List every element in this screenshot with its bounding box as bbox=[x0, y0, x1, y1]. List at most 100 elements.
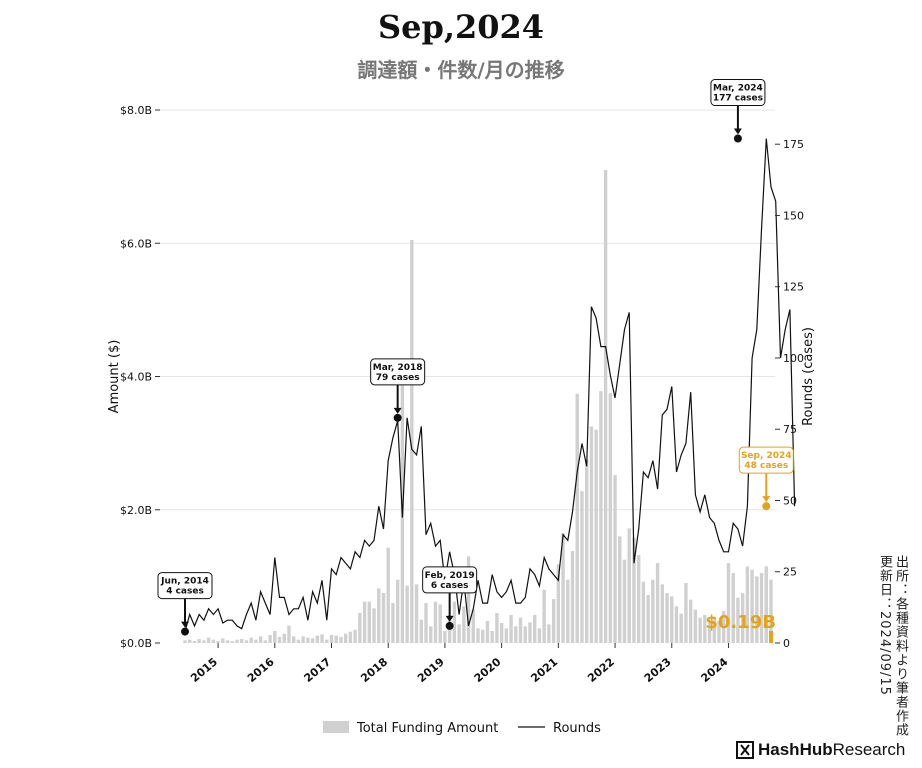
brand-name-rest: Research bbox=[832, 740, 906, 759]
funding-bar bbox=[230, 641, 234, 643]
funding-bar bbox=[698, 617, 702, 643]
funding-bar bbox=[575, 393, 579, 643]
funding-bar bbox=[306, 637, 310, 643]
funding-bar bbox=[235, 639, 239, 643]
funding-bar bbox=[688, 599, 693, 643]
funding-bar bbox=[759, 573, 764, 643]
funding-bar bbox=[258, 636, 263, 643]
annotation-date: Jun, 2014 bbox=[160, 577, 209, 587]
funding-bar bbox=[556, 564, 561, 643]
funding-bar bbox=[244, 640, 249, 643]
funding-bar bbox=[670, 596, 674, 643]
funding-bar bbox=[334, 635, 338, 643]
funding-bar bbox=[339, 637, 343, 643]
funding-bar bbox=[240, 639, 244, 643]
brand-name-bold: HashHub bbox=[758, 740, 833, 759]
funding-bar bbox=[372, 608, 376, 643]
y-right-tick-label: 150 bbox=[783, 209, 804, 222]
funding-bar bbox=[348, 631, 353, 643]
funding-bar bbox=[636, 555, 641, 643]
funding-bar bbox=[599, 391, 603, 643]
funding-bar bbox=[712, 617, 716, 643]
funding-bar bbox=[580, 491, 584, 643]
funding-bar bbox=[476, 628, 480, 643]
funding-bar bbox=[211, 639, 216, 643]
y-left-tick-label: $8.0B bbox=[120, 104, 152, 117]
annotation-date: Mar, 2024 bbox=[713, 84, 763, 94]
funding-bar bbox=[377, 588, 381, 643]
funding-bar bbox=[518, 617, 523, 643]
funding-bar bbox=[485, 621, 490, 643]
funding-bar bbox=[325, 639, 329, 643]
y-right-tick-label: 125 bbox=[783, 281, 804, 294]
funding-bar bbox=[566, 579, 570, 643]
funding-bar bbox=[655, 563, 660, 643]
funding-bar bbox=[722, 611, 726, 643]
funding-bar bbox=[277, 637, 282, 643]
latest-amount-label: $0.19B bbox=[705, 612, 776, 633]
funding-bar bbox=[462, 606, 466, 643]
funding-bar bbox=[707, 623, 712, 643]
hashhub-logo-icon bbox=[736, 741, 754, 759]
funding-bar bbox=[504, 628, 509, 643]
annotation-arrowhead bbox=[733, 128, 742, 135]
annotation-marker bbox=[733, 134, 742, 143]
funding-bar bbox=[745, 566, 750, 643]
funding-bar bbox=[499, 623, 504, 643]
annotation-cases: 177 cases bbox=[713, 94, 763, 104]
annotation-arrowhead bbox=[762, 496, 771, 503]
grid-lines bbox=[160, 109, 775, 511]
x-tick-label: 2021 bbox=[528, 655, 560, 685]
funding-bar bbox=[405, 585, 409, 643]
page-subtitle: 調達額・件数/月の推移 bbox=[357, 58, 565, 82]
funding-bar bbox=[457, 624, 461, 643]
annotation-cases: 48 cases bbox=[744, 461, 788, 471]
brand-logo: HashHubResearch bbox=[736, 740, 905, 760]
x-tick-label: 2017 bbox=[302, 655, 334, 685]
funding-bar bbox=[509, 615, 513, 643]
funding-bar bbox=[268, 635, 272, 643]
funding-bar bbox=[225, 640, 230, 643]
funding-bar bbox=[452, 601, 457, 643]
funding-bar bbox=[608, 393, 613, 643]
funding-bar bbox=[693, 609, 698, 643]
annotation-box bbox=[422, 566, 478, 594]
y-right-tick-label: 175 bbox=[783, 138, 804, 151]
funding-bar bbox=[490, 631, 494, 643]
funding-bar bbox=[594, 429, 598, 643]
annotation-box bbox=[370, 358, 426, 386]
funding-bar bbox=[296, 639, 301, 643]
x-tick-label: 2019 bbox=[415, 655, 447, 685]
annotation-marker bbox=[762, 502, 771, 511]
funding-bar bbox=[429, 626, 433, 643]
funding-bar bbox=[433, 601, 438, 643]
funding-bar bbox=[424, 603, 428, 643]
funding-bar bbox=[410, 239, 414, 643]
y-right-tick-label: 50 bbox=[783, 494, 797, 507]
funding-bar bbox=[660, 584, 665, 643]
x-tick-label: 2018 bbox=[358, 655, 390, 685]
funding-bar bbox=[315, 635, 320, 643]
annotation-marker bbox=[445, 621, 454, 630]
funding-bar bbox=[537, 628, 542, 643]
x-tick-label: 2024 bbox=[699, 655, 731, 685]
funding-bar bbox=[414, 584, 419, 643]
x-tick-label: 2015 bbox=[188, 655, 220, 685]
y-left-tick-label: $2.0B bbox=[120, 504, 152, 517]
rounds-line bbox=[184, 138, 796, 632]
funding-bar bbox=[301, 636, 305, 643]
funding-bar bbox=[731, 573, 735, 643]
funding-bar bbox=[291, 636, 296, 643]
y-right-tick-label: 0 bbox=[783, 637, 790, 650]
annotation-arrowhead bbox=[445, 615, 454, 622]
funding-bar bbox=[391, 603, 395, 643]
funding-bar bbox=[282, 633, 286, 643]
legend: Total Funding Amount Rounds bbox=[323, 721, 601, 736]
annotation-box bbox=[738, 446, 794, 474]
y-left-axis-label: Amount ($) bbox=[107, 340, 122, 414]
annotation-box bbox=[157, 572, 213, 600]
y-left-tick-label: $4.0B bbox=[120, 371, 152, 384]
annotation-date: Sep, 2024 bbox=[741, 451, 792, 461]
funding-bar bbox=[395, 579, 400, 643]
